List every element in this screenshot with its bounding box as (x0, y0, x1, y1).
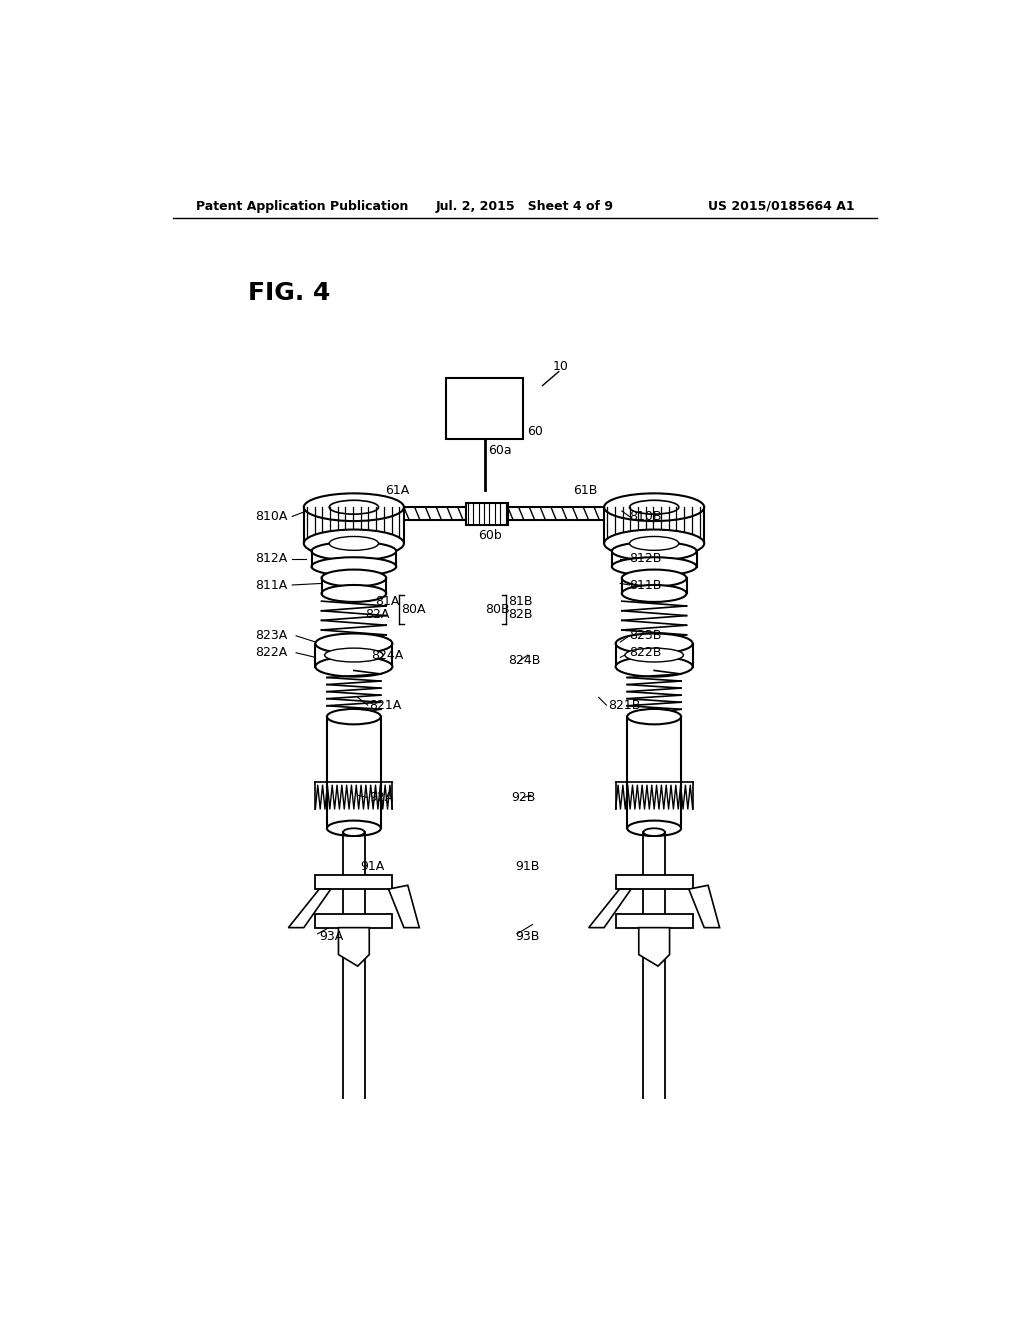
Ellipse shape (322, 570, 386, 586)
Text: FIG. 4: FIG. 4 (248, 281, 330, 305)
Text: 82A: 82A (366, 607, 390, 620)
Text: Jul. 2, 2015   Sheet 4 of 9: Jul. 2, 2015 Sheet 4 of 9 (436, 199, 613, 213)
Ellipse shape (311, 541, 396, 560)
Ellipse shape (343, 829, 365, 836)
Ellipse shape (630, 536, 679, 550)
Text: 823A: 823A (255, 630, 288, 643)
Ellipse shape (628, 821, 681, 836)
Ellipse shape (611, 557, 696, 576)
Polygon shape (689, 886, 720, 928)
Ellipse shape (315, 656, 392, 677)
Ellipse shape (622, 570, 686, 586)
Polygon shape (388, 886, 419, 928)
Bar (315, 913, 392, 928)
Text: 812A: 812A (255, 552, 288, 565)
Bar (466, 503, 508, 525)
Text: 93B: 93B (515, 929, 540, 942)
Text: 811A: 811A (255, 579, 288, 593)
Ellipse shape (611, 541, 696, 560)
Text: 91B: 91B (515, 861, 540, 874)
Ellipse shape (330, 500, 379, 513)
Ellipse shape (628, 709, 681, 725)
Text: 60b: 60b (478, 529, 503, 543)
Ellipse shape (604, 529, 705, 557)
Text: 92B: 92B (512, 791, 537, 804)
Text: 824A: 824A (371, 648, 403, 661)
Polygon shape (289, 890, 331, 928)
Text: 80B: 80B (484, 603, 509, 616)
Ellipse shape (615, 656, 692, 677)
Text: 80A: 80A (401, 603, 426, 616)
Ellipse shape (304, 494, 403, 521)
Ellipse shape (622, 585, 686, 602)
Text: 821B: 821B (608, 698, 640, 711)
Text: 821A: 821A (370, 698, 401, 711)
Polygon shape (339, 928, 370, 966)
Text: 812B: 812B (630, 552, 662, 565)
Ellipse shape (311, 557, 396, 576)
Text: 82B: 82B (508, 607, 532, 620)
Text: 61A: 61A (385, 483, 409, 496)
Polygon shape (639, 928, 670, 966)
Text: 811B: 811B (630, 579, 662, 593)
Ellipse shape (630, 500, 679, 513)
Ellipse shape (322, 585, 386, 602)
Text: 81A: 81A (376, 594, 399, 607)
Ellipse shape (643, 829, 665, 836)
Text: 91A: 91A (360, 861, 384, 874)
Ellipse shape (615, 634, 692, 653)
Text: 81B: 81B (508, 594, 532, 607)
Text: 822B: 822B (630, 647, 662, 659)
Bar (615, 875, 692, 890)
Text: 60: 60 (527, 425, 543, 438)
Ellipse shape (625, 648, 683, 661)
Text: 92A: 92A (370, 791, 393, 804)
Text: 61B: 61B (573, 483, 598, 496)
Ellipse shape (330, 536, 379, 550)
Ellipse shape (327, 709, 381, 725)
Ellipse shape (304, 529, 403, 557)
Text: 10: 10 (553, 360, 568, 372)
Polygon shape (589, 890, 631, 928)
Ellipse shape (327, 821, 381, 836)
Text: 823B: 823B (630, 630, 662, 643)
Bar (446, 378, 523, 440)
Text: 822A: 822A (255, 647, 288, 659)
Text: 93A: 93A (319, 929, 343, 942)
Text: 824B: 824B (508, 653, 541, 667)
Bar (615, 913, 692, 928)
Text: US 2015/0185664 A1: US 2015/0185664 A1 (708, 199, 854, 213)
Ellipse shape (325, 648, 383, 661)
Ellipse shape (604, 494, 705, 521)
Text: Patent Application Publication: Patent Application Publication (196, 199, 409, 213)
Ellipse shape (315, 634, 392, 653)
Text: 810A: 810A (255, 510, 288, 523)
Text: 810B: 810B (630, 510, 663, 523)
Text: 60a: 60a (488, 445, 512, 458)
Bar (315, 875, 392, 890)
